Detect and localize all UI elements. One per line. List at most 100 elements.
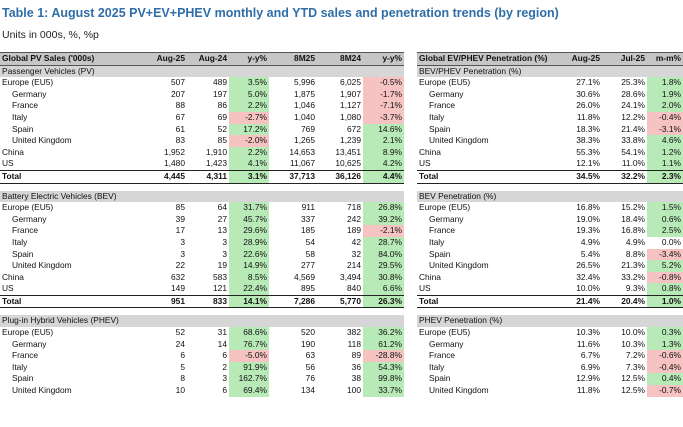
value-cell: 242	[347, 213, 361, 224]
value-cell: 118	[347, 338, 361, 349]
value-cell: 4,569	[294, 271, 315, 282]
value-cell: -0.5%	[363, 77, 404, 89]
total-value-cell: 14.1%	[229, 294, 269, 309]
value-cell: -1.7%	[363, 88, 404, 101]
value-cell: 6,025	[340, 77, 361, 88]
value-cell: 134	[301, 385, 315, 396]
value-cell: 18.3%	[576, 123, 600, 134]
global-pv-sales-table: Global PV Sales ('000s) Aug-25 Aug-24 y-y% 8…	[0, 52, 404, 397]
value-cell: 56	[305, 361, 315, 372]
header-row: Global PV Sales ('000s) Aug-25 Aug-24 y-y% 8…	[0, 52, 404, 66]
section-title: Passenger Vehicles (PV)	[0, 65, 404, 78]
page-title: Table 1: August 2025 PV+EV+PHEV monthly …	[2, 6, 559, 20]
table-row: US 12.1% 11.0% 1.1%	[417, 158, 683, 171]
column-header: Aug-25	[145, 52, 187, 66]
value-cell: 1.8%	[647, 77, 683, 89]
value-cell: 1,875	[294, 88, 315, 99]
value-cell: 840	[347, 283, 361, 294]
column-header: Jul-25	[602, 52, 647, 66]
value-cell: 85	[217, 135, 227, 146]
value-cell: 22.4%	[229, 283, 269, 296]
value-cell: 6	[180, 350, 185, 361]
table-row: Europe (EU5) 10.3% 10.0% 0.3%	[417, 327, 683, 339]
row-label: Italy	[12, 361, 28, 372]
row-label: Europe (EU5)	[2, 327, 54, 338]
row-label: US	[419, 158, 431, 169]
value-cell: 30.6%	[576, 88, 600, 99]
value-cell: 672	[347, 123, 361, 134]
value-cell: 121	[213, 283, 227, 294]
table-row: China 632 583 8.5% 4,569 3,494 30.8%	[0, 271, 404, 284]
value-cell: 0.0%	[647, 236, 683, 249]
value-cell: 11,067	[290, 158, 315, 169]
value-cell: 718	[347, 202, 361, 213]
total-label: Total	[417, 169, 557, 184]
value-cell: 3	[222, 373, 227, 384]
value-cell: -28.8%	[363, 350, 404, 362]
value-cell: 28.6%	[621, 88, 645, 99]
table-row: Europe (EU5) 507 489 3.5% 5,996 6,025 -0.5%	[0, 77, 404, 89]
value-cell: 2.5%	[647, 225, 683, 237]
value-cell: 32.4%	[576, 271, 600, 282]
total-value-cell: 3.1%	[229, 169, 269, 184]
section-header-plug-in-hybrid-vehicles-phev: Plug-in Hybrid Vehicles (PHEV)	[0, 315, 404, 328]
value-cell: 24.1%	[621, 100, 645, 111]
value-cell: 2	[222, 361, 227, 372]
row-label: US	[2, 158, 14, 169]
value-cell: 13,451	[335, 146, 361, 157]
row-label: Spain	[12, 123, 34, 134]
value-cell: 1.5%	[647, 202, 683, 214]
value-cell: 190	[301, 338, 315, 349]
value-cell: 3	[222, 236, 227, 247]
value-cell: 5.0%	[229, 88, 269, 101]
value-cell: 36.2%	[363, 327, 404, 339]
table-row: Spain 8 3 162.7% 76 38 99.8%	[0, 373, 404, 386]
value-cell: 8.9%	[363, 146, 404, 159]
value-cell: -0.7%	[647, 385, 683, 397]
value-cell: 91.9%	[229, 361, 269, 374]
total-value-cell: 833	[187, 294, 229, 309]
value-cell: 68.6%	[229, 327, 269, 339]
table-row: Europe (EU5) 85 64 31.7% 911 718 26.8%	[0, 202, 404, 214]
value-cell: 54.1%	[621, 146, 645, 157]
row-label: Italy	[12, 111, 28, 122]
value-cell: 4.2%	[363, 158, 404, 171]
value-cell: 29.6%	[229, 225, 269, 237]
row-label: Europe (EU5)	[419, 77, 471, 88]
section-title: Battery Electric Vehicles (BEV)	[0, 190, 404, 203]
table-row: US 149 121 22.4% 895 840 6.6%	[0, 283, 404, 296]
value-cell: 19.0%	[576, 213, 600, 224]
value-cell: 5,996	[294, 77, 315, 88]
value-cell: 22.6%	[229, 248, 269, 261]
spacer-cell	[0, 183, 404, 191]
row-label: Spain	[429, 123, 451, 134]
value-cell: 18.4%	[621, 213, 645, 224]
value-cell: 33.7%	[363, 385, 404, 397]
section-header-battery-electric-vehicles-bev: Battery Electric Vehicles (BEV)	[0, 190, 404, 203]
table-row: Europe (EU5) 52 31 68.6% 520 382 36.2%	[0, 327, 404, 339]
value-cell: 88	[175, 100, 185, 111]
value-cell: 4.9%	[580, 236, 600, 247]
value-cell: 39.2%	[363, 213, 404, 226]
table-row: United Kingdom 26.5% 21.3% 5.2%	[417, 260, 683, 272]
value-cell: 52	[217, 123, 227, 134]
row-label: China	[2, 146, 24, 157]
row-label: Germany	[12, 338, 47, 349]
value-cell: 1.2%	[647, 146, 683, 159]
value-cell: 85	[175, 202, 185, 213]
row-label: United Kingdom	[12, 135, 72, 146]
table-row: Italy 4.9% 4.9% 0.0%	[417, 236, 683, 249]
row-label: France	[12, 225, 39, 236]
value-cell: 1,907	[340, 88, 361, 99]
value-cell: 58	[305, 248, 315, 259]
total-row: Total 951 833 14.1% 7,286 5,770 26.3%	[0, 294, 404, 309]
value-cell: 5.2%	[647, 260, 683, 272]
value-cell: 45.7%	[229, 213, 269, 226]
value-cell: 84.0%	[363, 248, 404, 261]
section-header-phev-penetration: PHEV Penetration (%)	[417, 315, 683, 328]
value-cell: 83	[175, 135, 185, 146]
spacer-cell	[417, 308, 683, 316]
value-cell: 0.8%	[647, 283, 683, 296]
total-value-cell: 1.0%	[647, 294, 683, 309]
table-row: Germany 11.6% 10.3% 1.3%	[417, 338, 683, 351]
